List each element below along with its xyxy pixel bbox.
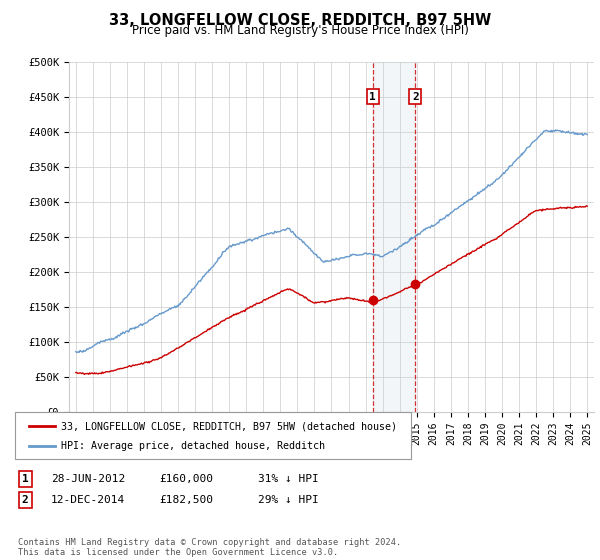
Text: Price paid vs. HM Land Registry's House Price Index (HPI): Price paid vs. HM Land Registry's House …: [131, 24, 469, 37]
Text: 1: 1: [22, 474, 29, 484]
Text: 2: 2: [412, 92, 419, 101]
Text: 1: 1: [370, 92, 376, 101]
Text: 28-JUN-2012: 28-JUN-2012: [51, 474, 125, 484]
Text: HPI: Average price, detached house, Redditch: HPI: Average price, detached house, Redd…: [61, 441, 325, 451]
Text: 33, LONGFELLOW CLOSE, REDDITCH, B97 5HW (detached house): 33, LONGFELLOW CLOSE, REDDITCH, B97 5HW …: [61, 421, 397, 431]
Text: 12-DEC-2014: 12-DEC-2014: [51, 495, 125, 505]
Text: 29% ↓ HPI: 29% ↓ HPI: [258, 495, 319, 505]
Text: £160,000: £160,000: [159, 474, 213, 484]
Text: Contains HM Land Registry data © Crown copyright and database right 2024.
This d: Contains HM Land Registry data © Crown c…: [18, 538, 401, 557]
Bar: [373, 62, 415, 412]
Text: 2: 2: [22, 495, 29, 505]
Text: 33, LONGFELLOW CLOSE, REDDITCH, B97 5HW: 33, LONGFELLOW CLOSE, REDDITCH, B97 5HW: [109, 13, 491, 28]
Text: £182,500: £182,500: [159, 495, 213, 505]
Text: 31% ↓ HPI: 31% ↓ HPI: [258, 474, 319, 484]
